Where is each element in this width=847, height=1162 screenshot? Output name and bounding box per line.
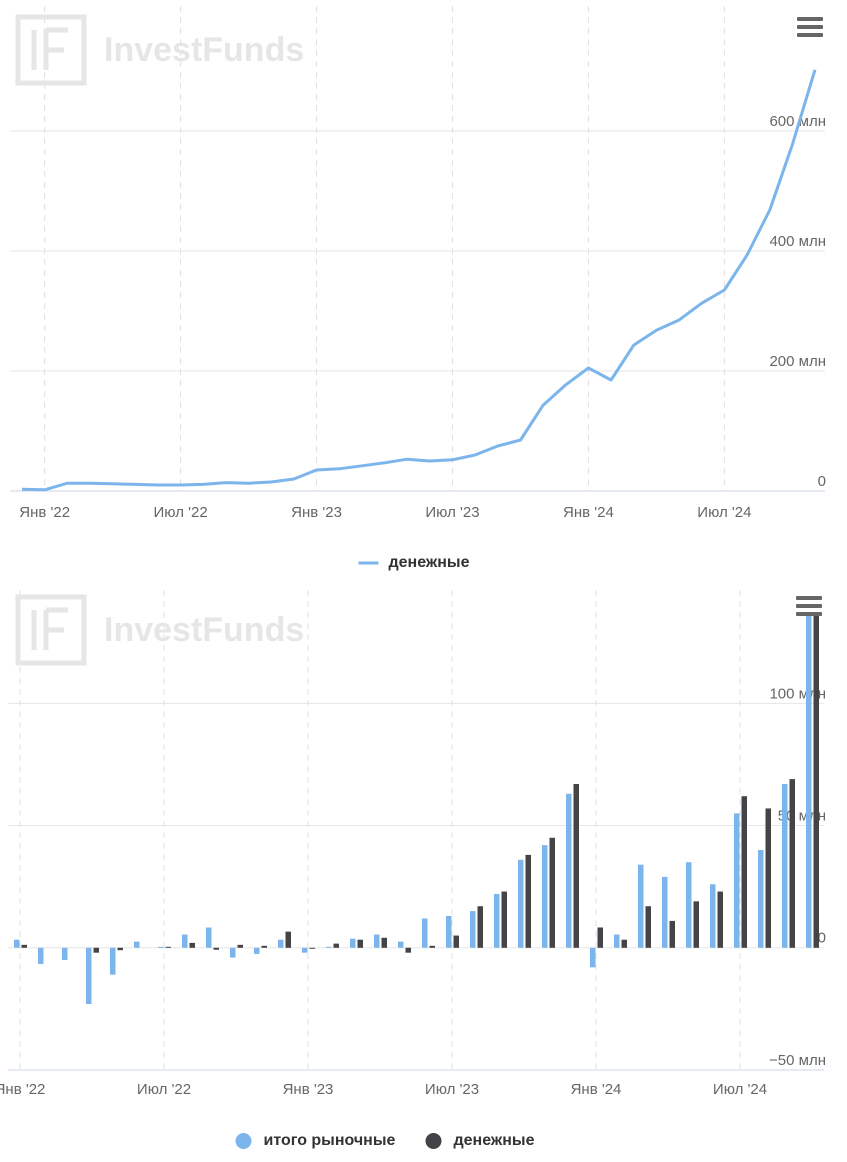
watermark: InvestFunds — [104, 31, 304, 69]
y-tick-label: 400 млн — [769, 233, 826, 250]
bar — [477, 906, 483, 948]
bar — [518, 859, 524, 948]
bar — [446, 916, 452, 948]
bar — [21, 944, 27, 948]
bar — [669, 920, 675, 948]
bar — [14, 939, 20, 948]
bar — [621, 939, 627, 948]
x-tick-label: Янв '23 — [283, 1081, 334, 1098]
bar — [93, 947, 99, 953]
x-tick-label: Янв '23 — [291, 504, 342, 521]
bar — [182, 934, 188, 948]
menu-icon[interactable] — [796, 596, 822, 616]
bar — [638, 864, 644, 948]
x-tick-label: Июл '24 — [697, 504, 751, 521]
bar — [765, 808, 771, 948]
x-tick-label: Янв '22 — [0, 1081, 45, 1098]
bar — [662, 876, 668, 948]
bar — [405, 947, 411, 953]
menu-icon[interactable] — [797, 17, 823, 37]
chart: 0 200 млн 400 млн 600 млн Янв '22 Июл '22 Янв … — [10, 6, 826, 571]
bar — [710, 884, 716, 948]
y-tick-label: 600 млн — [769, 113, 826, 130]
bar — [429, 945, 435, 948]
bar — [470, 911, 476, 948]
bar — [134, 941, 140, 948]
bar — [422, 918, 428, 948]
bar — [261, 945, 267, 948]
bar — [741, 796, 747, 948]
legend-label: денежные — [454, 1132, 535, 1149]
bar — [645, 906, 651, 948]
watermark: InvestFunds — [104, 611, 304, 649]
bar — [309, 947, 315, 949]
bar — [357, 939, 363, 948]
bar — [117, 947, 123, 951]
bar — [110, 947, 116, 975]
y-tick-label: 200 млн — [769, 353, 826, 370]
bar — [590, 947, 596, 968]
legend-symbol — [235, 1133, 252, 1149]
line-series — [21, 69, 817, 492]
bar — [789, 779, 795, 948]
bar — [333, 943, 339, 948]
bar — [494, 894, 500, 948]
bar — [381, 937, 387, 948]
bar — [213, 947, 219, 950]
legend-label: итого рыночные — [264, 1132, 396, 1149]
bar — [86, 947, 92, 1004]
legend-label: денежные — [389, 554, 470, 571]
bar — [525, 854, 531, 948]
bar — [734, 813, 740, 948]
bar — [374, 934, 380, 948]
x-tick-label: Янв '22 — [19, 504, 70, 521]
bar — [806, 615, 812, 948]
bar — [614, 934, 620, 948]
bar — [542, 845, 548, 948]
legend-symbol — [425, 1133, 442, 1149]
bar — [326, 946, 332, 948]
bar — [782, 784, 788, 948]
bar — [717, 891, 723, 948]
bar — [453, 935, 459, 948]
bar — [398, 941, 404, 948]
bar — [285, 931, 291, 948]
bar — [302, 947, 308, 953]
bar — [165, 946, 171, 948]
bar — [566, 793, 572, 948]
bar — [62, 947, 68, 960]
bar — [758, 850, 764, 948]
x-tick-label: Июл '23 — [425, 1081, 479, 1098]
y-tick-label: 0 — [818, 930, 826, 947]
y-tick-label: −50 млн — [769, 1052, 826, 1069]
x-tick-label: Янв '24 — [571, 1081, 622, 1098]
bar — [597, 927, 603, 948]
bar — [158, 946, 164, 948]
y-tick-label: 100 млн — [769, 685, 826, 702]
bar — [573, 784, 579, 948]
x-tick-label: Июл '22 — [137, 1081, 191, 1098]
bar — [686, 862, 692, 948]
bar — [254, 947, 260, 954]
y-tick-label: 0 — [818, 473, 826, 490]
x-tick-label: Янв '24 — [563, 504, 614, 521]
bar — [549, 837, 555, 948]
bar — [278, 939, 284, 948]
x-tick-label: Июл '24 — [713, 1081, 767, 1098]
bar — [813, 615, 819, 948]
bar — [237, 944, 243, 948]
x-tick-label: Июл '22 — [154, 504, 208, 521]
bar — [206, 927, 212, 948]
bar — [693, 901, 699, 948]
bar — [501, 891, 507, 948]
bar — [189, 942, 195, 948]
bar — [230, 947, 236, 958]
bar — [38, 947, 44, 964]
logo — [15, 14, 87, 666]
bar — [350, 938, 356, 948]
x-tick-label: Июл '23 — [425, 504, 479, 521]
